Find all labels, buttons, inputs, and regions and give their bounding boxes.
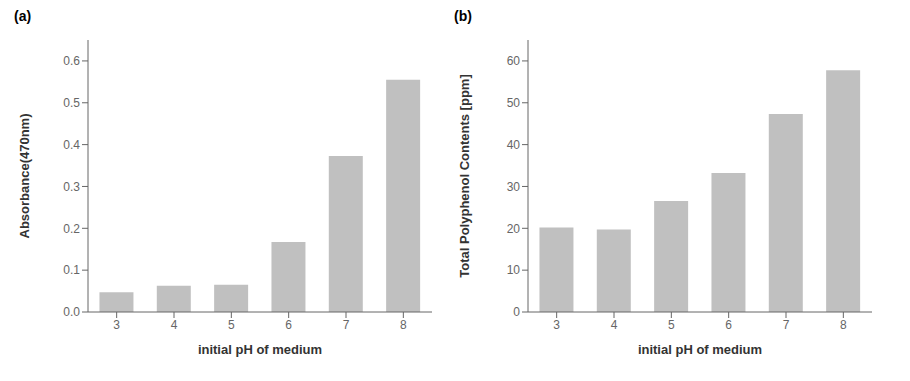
svg-text:6: 6 [725,318,732,332]
svg-text:initial pH of medium: initial pH of medium [638,342,762,357]
svg-text:0.1: 0.1 [63,263,80,277]
svg-text:8: 8 [400,318,407,332]
svg-text:initial pH of medium: initial pH of medium [198,342,322,357]
svg-text:7: 7 [783,318,790,332]
svg-text:5: 5 [228,318,235,332]
svg-text:3: 3 [553,318,560,332]
svg-text:50: 50 [507,96,521,110]
svg-text:0.5: 0.5 [63,96,80,110]
html-text:(a): (a) [14,8,32,24]
svg-text:0.2: 0.2 [63,222,80,236]
svg-text:20: 20 [507,222,521,236]
svg-text:5: 5 [668,318,675,332]
svg-text:0.4: 0.4 [63,138,80,152]
svg-text:0: 0 [513,305,520,319]
svg-text:3: 3 [113,318,120,332]
html-text:(b): (b) [454,8,472,24]
svg-text:Absorbance(470nm): Absorbance(470nm) [17,114,32,239]
svg-text:7: 7 [343,318,350,332]
svg-text:4: 4 [171,318,178,332]
svg-text:0.3: 0.3 [63,180,80,194]
svg-text:40: 40 [507,138,521,152]
svg-text:8: 8 [840,318,847,332]
svg-text:4: 4 [611,318,618,332]
svg-text:30: 30 [507,180,521,194]
svg-text:0.0: 0.0 [63,305,80,319]
svg-text:6: 6 [285,318,292,332]
svg-text:Total Polyphenol Contents [ppm: Total Polyphenol Contents [ppm] [457,74,472,277]
svg-text:10: 10 [507,263,521,277]
svg-text:0.6: 0.6 [63,54,80,68]
svg-text:60: 60 [507,54,521,68]
